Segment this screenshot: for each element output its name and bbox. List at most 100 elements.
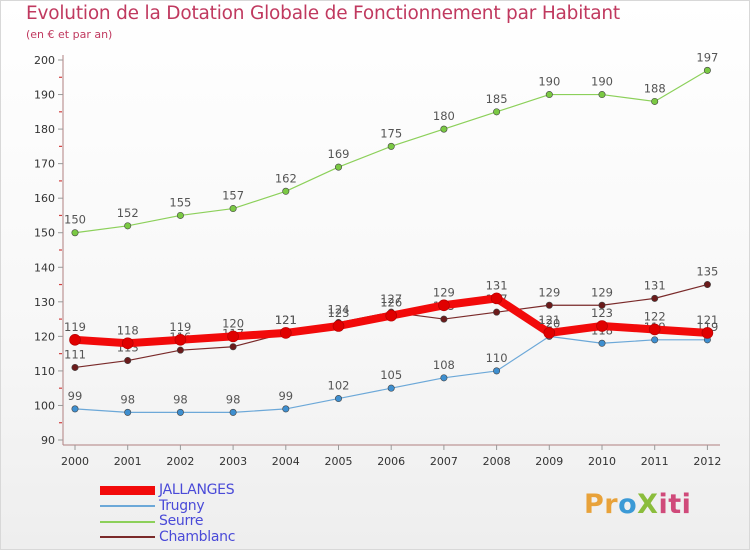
data-point-jallanges	[490, 292, 503, 305]
data-point-trugny	[334, 395, 342, 403]
x-tick-label: 2007	[430, 455, 458, 468]
chart-title: Evolution de la Dotation Globale de Fonc…	[26, 3, 620, 24]
data-label-chamblanc: 129	[538, 285, 560, 299]
x-tick-label: 2003	[219, 455, 247, 468]
data-point-jallanges	[648, 323, 661, 336]
data-point-jallanges	[385, 309, 398, 322]
data-label-trugny: 102	[328, 379, 350, 393]
legend-item-trugny: Trugny	[100, 497, 235, 515]
data-label-seurre: 190	[591, 75, 613, 89]
data-label-jallanges: 121	[538, 313, 560, 327]
legend-label: Trugny	[159, 497, 205, 514]
data-point-chamblanc	[71, 363, 79, 371]
data-label-jallanges: 119	[169, 320, 191, 334]
x-tick-label: 2006	[377, 455, 405, 468]
y-tick-label: 140	[34, 261, 55, 274]
y-tick-label: 120	[34, 330, 55, 343]
data-label-jallanges: 126	[380, 296, 402, 310]
data-point-trugny	[124, 408, 132, 416]
x-tick-label: 2011	[641, 455, 669, 468]
data-label-jallanges: 121	[275, 313, 297, 327]
data-label-jallanges: 122	[644, 309, 666, 323]
data-label-jallanges: 123	[591, 306, 613, 320]
data-point-seurre	[282, 187, 290, 195]
data-point-seurre	[598, 91, 606, 99]
data-label-trugny: 98	[173, 392, 188, 406]
data-point-chamblanc	[545, 301, 553, 309]
data-point-jallanges	[332, 320, 345, 332]
proxiti-logo: ProXiti	[584, 489, 692, 520]
data-point-seurre	[176, 211, 184, 219]
x-tick-label: 2000	[61, 455, 89, 468]
data-label-trugny: 105	[380, 368, 402, 382]
data-point-jallanges	[69, 334, 81, 346]
y-tick-label: 170	[34, 158, 55, 171]
data-point-seurre	[493, 108, 501, 116]
data-point-chamblanc	[703, 281, 711, 289]
data-point-seurre	[703, 66, 711, 74]
y-tick-label: 160	[34, 192, 55, 205]
data-label-trugny: 110	[486, 351, 508, 365]
legend-item-jallanges: JALLANGES	[100, 483, 235, 499]
data-label-seurre: 188	[644, 81, 666, 95]
data-label-jallanges: 121	[696, 313, 718, 327]
data-point-chamblanc	[229, 343, 237, 351]
data-point-jallanges	[227, 330, 239, 343]
data-point-trugny	[387, 384, 395, 392]
data-point-trugny	[71, 405, 79, 413]
x-tick-label: 2008	[483, 455, 511, 468]
data-label-chamblanc: 121	[275, 313, 297, 327]
x-tick-label: 2005	[325, 455, 353, 468]
x-tick-label: 2001	[114, 455, 142, 468]
data-label-seurre: 169	[328, 147, 350, 161]
data-label-chamblanc: 135	[696, 265, 718, 279]
data-point-chamblanc	[651, 294, 659, 302]
data-point-seurre	[440, 125, 448, 133]
legend-swatch	[100, 486, 155, 496]
data-point-seurre	[387, 142, 395, 150]
data-point-jallanges	[438, 299, 450, 312]
data-point-seurre	[71, 229, 79, 237]
data-label-trugny: 99	[68, 389, 83, 403]
data-label-chamblanc: 129	[591, 285, 613, 299]
data-label-jallanges: 119	[64, 320, 86, 334]
data-label-chamblanc: 127	[380, 292, 402, 306]
data-point-trugny	[651, 336, 659, 344]
data-label-trugny: 108	[433, 358, 455, 372]
x-tick-label: 2010	[588, 455, 616, 468]
data-point-seurre	[545, 91, 553, 99]
legend-item-chamblanc: Chamblanc	[100, 528, 236, 546]
data-point-jallanges	[701, 327, 714, 339]
data-point-chamblanc	[493, 308, 501, 316]
data-label-trugny: 98	[226, 392, 241, 406]
data-point-jallanges	[121, 337, 134, 350]
legend-swatch	[100, 520, 155, 523]
y-tick-label: 190	[34, 89, 55, 102]
data-point-seurre	[651, 97, 659, 105]
data-label-trugny: 99	[278, 389, 293, 403]
data-point-jallanges	[279, 327, 292, 339]
data-label-seurre: 155	[169, 195, 191, 209]
data-point-jallanges	[596, 320, 608, 332]
legend-item-seurre: Seurre	[100, 514, 235, 530]
data-point-chamblanc	[124, 357, 132, 365]
data-label-trugny: 98	[120, 392, 135, 406]
legend-label: Chamblanc	[159, 528, 236, 545]
data-point-jallanges	[174, 334, 187, 346]
data-label-chamblanc: 111	[64, 347, 86, 361]
x-tick-label: 2009	[535, 455, 563, 468]
data-label-seurre: 150	[64, 213, 86, 227]
data-label-chamblanc: 124	[328, 303, 350, 317]
data-label-seurre: 157	[222, 189, 244, 203]
data-point-jallanges	[543, 327, 556, 339]
data-label-jallanges: 118	[117, 323, 139, 337]
data-label-seurre: 162	[275, 171, 297, 185]
data-label-seurre: 185	[486, 92, 508, 106]
x-tick-label: 2004	[272, 455, 300, 468]
x-tick-label: 2002	[166, 455, 194, 468]
legend-label: JALLANGES	[159, 482, 235, 499]
y-tick-label: 200	[34, 54, 55, 67]
data-point-seurre	[334, 163, 342, 171]
